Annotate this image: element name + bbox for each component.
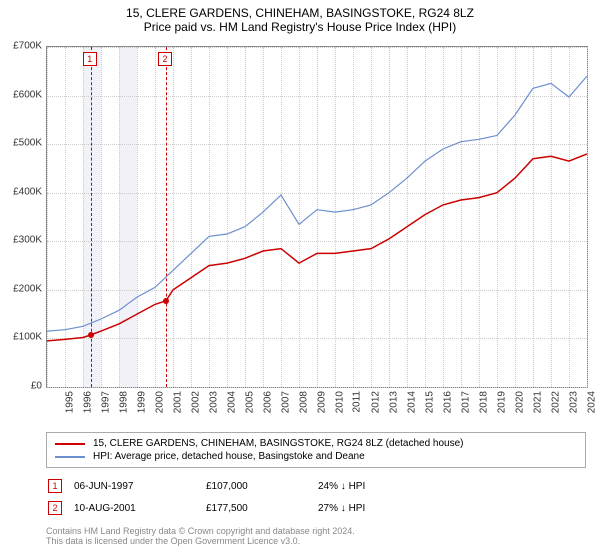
gridline-horizontal [47,387,587,388]
plot-area [46,46,588,388]
series-lines [47,47,587,387]
x-tick-label: 2024 [586,391,597,413]
x-tick-label: 2020 [514,391,525,413]
y-tick-label: £300K [0,235,42,246]
sale-delta: 27% ↓ HPI [318,498,375,518]
x-tick-label: 2023 [568,391,579,413]
legend-entry: HPI: Average price, detached house, Basi… [55,450,577,463]
legend-label: HPI: Average price, detached house, Basi… [93,451,365,462]
x-tick-label: 1995 [64,391,75,413]
x-tick-label: 2005 [244,391,255,413]
y-tick-label: £0 [0,381,42,392]
x-tick-label: 2021 [532,391,543,413]
event-marker-box: 1 [83,52,97,66]
x-tick-label: 2010 [334,391,345,413]
chart-title-line1: 15, CLERE GARDENS, CHINEHAM, BASINGSTOKE… [0,6,600,20]
x-tick-label: 2006 [262,391,273,413]
x-tick-label: 2008 [298,391,309,413]
footer-line1: Contains HM Land Registry data © Crown c… [46,526,586,536]
x-tick-label: 2015 [424,391,435,413]
x-tick-label: 1996 [82,391,93,413]
sale-price: £107,000 [206,476,316,496]
y-tick-label: £600K [0,89,42,100]
price-chart-container: { "titles": { "line1": "15, CLERE GARDEN… [0,0,600,560]
y-tick-label: £500K [0,138,42,149]
x-tick-label: 2016 [442,391,453,413]
x-tick-label: 2003 [208,391,219,413]
legend: 15, CLERE GARDENS, CHINEHAM, BASINGSTOKE… [46,432,586,468]
legend-swatch [55,443,85,445]
x-tick-label: 2004 [226,391,237,413]
sales-row: 1 06-JUN-1997£107,00024% ↓ HPI [48,476,375,496]
footer-line2: This data is licensed under the Open Gov… [46,536,586,546]
sale-point-marker [88,332,94,338]
x-tick-label: 2002 [190,391,201,413]
y-tick-label: £700K [0,41,42,52]
sales-row: 2 10-AUG-2001£177,50027% ↓ HPI [48,498,375,518]
x-tick-label: 2014 [406,391,417,413]
legend-entry: 15, CLERE GARDENS, CHINEHAM, BASINGSTOKE… [55,437,577,450]
x-tick-label: 2013 [388,391,399,413]
chart-title-line2: Price paid vs. HM Land Registry's House … [0,20,600,34]
x-tick-label: 2022 [550,391,561,413]
sales-table: 1 06-JUN-1997£107,00024% ↓ HPI 2 10-AUG-200… [46,474,377,520]
x-tick-label: 2001 [172,391,183,413]
x-tick-label: 2011 [352,391,363,413]
y-tick-label: £100K [0,332,42,343]
legend-label: 15, CLERE GARDENS, CHINEHAM, BASINGSTOKE… [93,438,464,449]
legend-swatch [55,456,85,458]
x-tick-label: 1999 [136,391,147,413]
x-tick-label: 2012 [370,391,381,413]
series-line-price_paid [47,154,587,341]
sale-point-marker [163,298,169,304]
sale-delta: 24% ↓ HPI [318,476,375,496]
sale-date: 06-JUN-1997 [74,476,204,496]
x-tick-label: 2009 [316,391,327,413]
sale-price: £177,500 [206,498,316,518]
y-tick-label: £400K [0,186,42,197]
x-tick-label: 2000 [154,391,165,413]
y-tick-label: £200K [0,283,42,294]
x-tick-label: 2017 [460,391,471,413]
event-marker-box: 2 [158,52,172,66]
x-tick-label: 2019 [496,391,507,413]
x-tick-label: 2007 [280,391,291,413]
sale-marker-box: 2 [48,501,62,515]
x-tick-label: 1997 [100,391,111,413]
x-tick-label: 2018 [478,391,489,413]
x-tick-label: 1998 [118,391,129,413]
sale-marker-box: 1 [48,479,62,493]
series-line-hpi [47,76,587,331]
gridline-vertical [587,47,588,387]
sale-date: 10-AUG-2001 [74,498,204,518]
